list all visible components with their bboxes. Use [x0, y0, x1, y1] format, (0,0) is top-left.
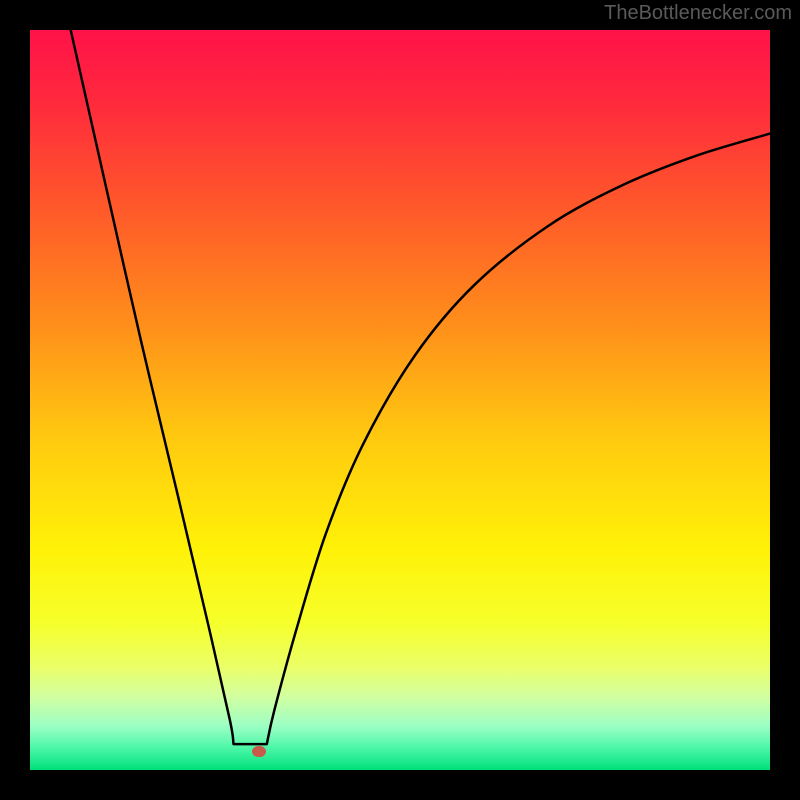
curve-svg	[30, 30, 770, 770]
plot-area	[30, 30, 770, 770]
bottleneck-curve	[71, 30, 770, 744]
optimum-marker	[252, 746, 266, 758]
watermark-text: TheBottlenecker.com	[604, 2, 792, 25]
